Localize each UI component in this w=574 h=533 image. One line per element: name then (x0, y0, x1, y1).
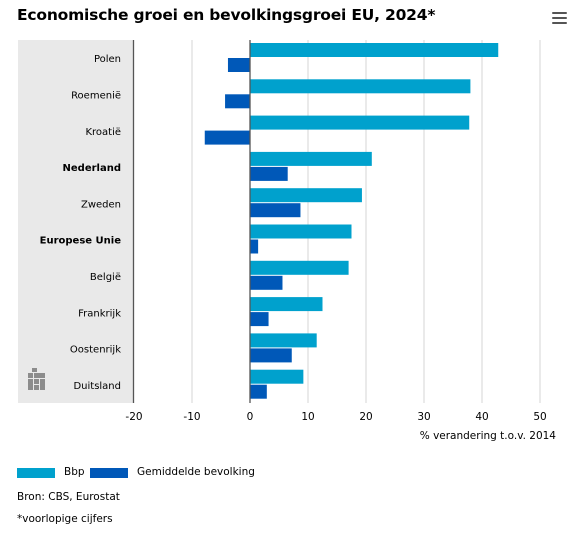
legend-swatch-bevolking (90, 468, 128, 478)
x-tick-label: -10 (183, 411, 200, 423)
category-label: Oostenrijk (70, 345, 121, 356)
chart-title: Economische groei en bevolkingsgroei EU,… (17, 6, 436, 24)
x-tick-label: -20 (125, 411, 142, 423)
bar-bevolking (227, 58, 250, 72)
source-note: Bron: CBS, Eurostat (17, 491, 120, 503)
legend-swatch-bbp (17, 468, 55, 478)
category-label: Polen (94, 54, 121, 65)
bar-bbp (250, 188, 362, 203)
category-label: België (90, 272, 121, 283)
legend-label-bevolking: Gemiddelde bevolking (137, 466, 255, 478)
bar-bbp (250, 43, 499, 57)
bar-bbp (250, 79, 471, 94)
category-label: Zweden (81, 199, 121, 210)
x-axis-label: % verandering t.o.v. 2014 (420, 430, 557, 442)
category-panel (18, 40, 134, 403)
bar-bevolking (250, 312, 269, 327)
bar-bevolking (250, 166, 288, 181)
bar-bbp (250, 151, 372, 166)
bar-bevolking (250, 203, 301, 218)
x-tick-label: 20 (359, 411, 372, 423)
bar-bbp (250, 224, 352, 239)
bar-bevolking (250, 275, 283, 290)
x-tick-label: 30 (417, 411, 430, 423)
bars (204, 43, 499, 399)
category-label: Nederland (63, 163, 121, 174)
bar-bbp (250, 115, 470, 130)
hamburger-menu-icon[interactable] (552, 12, 567, 25)
legend-label-bbp: Bbp (64, 466, 85, 478)
x-tick-label: 50 (533, 411, 546, 423)
category-label: Kroatië (85, 127, 121, 138)
category-label: Frankrijk (78, 308, 121, 319)
category-label: Roemenië (71, 90, 121, 101)
bar-bbp (250, 297, 323, 312)
footnote: *voorlopige cijfers (17, 513, 113, 525)
x-tick-label: 10 (301, 411, 314, 423)
cbs-logo-icon (28, 368, 45, 390)
bar-bevolking (250, 348, 292, 363)
category-label: Duitsland (73, 381, 121, 392)
x-tick-label: 40 (475, 411, 488, 423)
gridlines (191, 40, 541, 403)
bar-bevolking (250, 384, 267, 399)
category-label: Europese Unie (40, 236, 122, 247)
bar-bevolking (250, 239, 259, 254)
bar-bevolking (204, 130, 250, 145)
bar-bbp (250, 333, 317, 348)
bar-bevolking (225, 94, 250, 109)
x-tick-label: 0 (247, 411, 254, 423)
bar-bbp (250, 260, 349, 275)
category-labels: Polen Roemenië Kroatië Nederland Zweden Europ… (40, 54, 122, 392)
x-tick-labels: -20 -10 0 10 20 30 40 50 (125, 411, 546, 423)
bar-bbp (250, 369, 304, 384)
